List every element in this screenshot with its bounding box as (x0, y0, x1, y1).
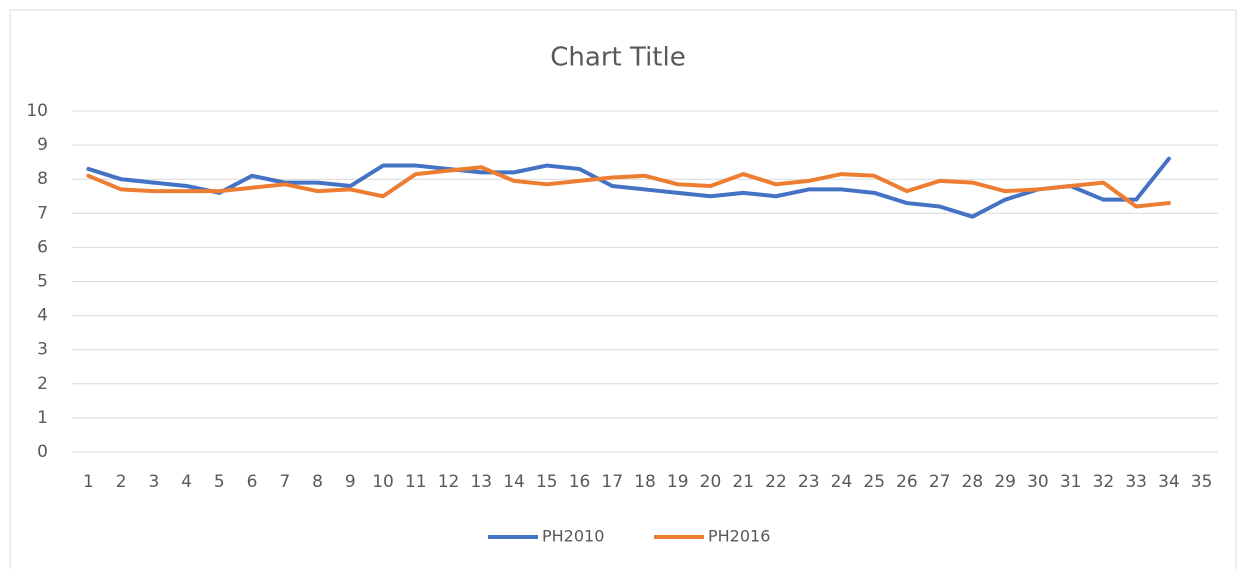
series-line (86, 156, 1171, 219)
x-tick-label: 11 (405, 472, 427, 492)
x-tick-label: 34 (1158, 472, 1180, 492)
x-tick-label: 12 (438, 472, 460, 492)
x-tick-label: 7 (279, 472, 290, 492)
y-tick-label: 0 (37, 442, 48, 462)
x-tick-label: 31 (1060, 472, 1082, 492)
y-tick-label: 10 (26, 101, 48, 121)
y-tick-label: 5 (37, 272, 48, 292)
x-tick-label: 27 (929, 472, 951, 492)
x-tick-label: 2 (116, 472, 127, 492)
x-tick-label: 22 (765, 472, 787, 492)
x-tick-label: 23 (798, 472, 820, 492)
y-tick-label: 2 (37, 374, 48, 394)
x-tick-label: 18 (634, 472, 656, 492)
x-tick-label: 17 (601, 472, 623, 492)
x-tick-label: 16 (569, 472, 591, 492)
x-tick-label: 9 (345, 472, 356, 492)
x-tick-label: 6 (247, 472, 258, 492)
x-tick-label: 30 (1027, 472, 1049, 492)
x-tick-label: 35 (1191, 472, 1213, 492)
x-tick-label: 29 (994, 472, 1016, 492)
x-tick-label: 1 (83, 472, 94, 492)
chart-title: Chart Title (550, 43, 685, 73)
x-tick-label: 15 (536, 472, 558, 492)
x-tick-label: 26 (896, 472, 918, 492)
x-tick-label: 20 (700, 472, 722, 492)
y-tick-label: 8 (37, 169, 48, 189)
x-tick-label: 33 (1125, 472, 1147, 492)
chart-border (9, 9, 1237, 569)
x-tick-label: 13 (470, 472, 492, 492)
x-tick-label: 25 (863, 472, 885, 492)
x-tick-label: 5 (214, 472, 225, 492)
y-tick-label: 4 (37, 306, 48, 326)
x-tick-label: 21 (732, 472, 754, 492)
series-line (86, 165, 1171, 209)
x-tick-label: 10 (372, 472, 394, 492)
x-tick-label: 28 (962, 472, 984, 492)
y-tick-label: 6 (37, 237, 48, 257)
x-tick-label: 24 (831, 472, 853, 492)
x-tick-label: 32 (1093, 472, 1115, 492)
y-tick-label: 1 (37, 408, 48, 428)
x-tick-label: 4 (181, 472, 192, 492)
y-tick-label: 3 (37, 340, 48, 360)
x-tick-label: 3 (148, 472, 159, 492)
legend-label: PH2016 (708, 527, 770, 546)
legend-label: PH2010 (542, 527, 604, 546)
y-tick-label: 7 (37, 203, 48, 223)
y-tick-label: 9 (37, 135, 48, 155)
x-tick-label: 19 (667, 472, 689, 492)
x-tick-label: 8 (312, 472, 323, 492)
x-tick-label: 14 (503, 472, 525, 492)
